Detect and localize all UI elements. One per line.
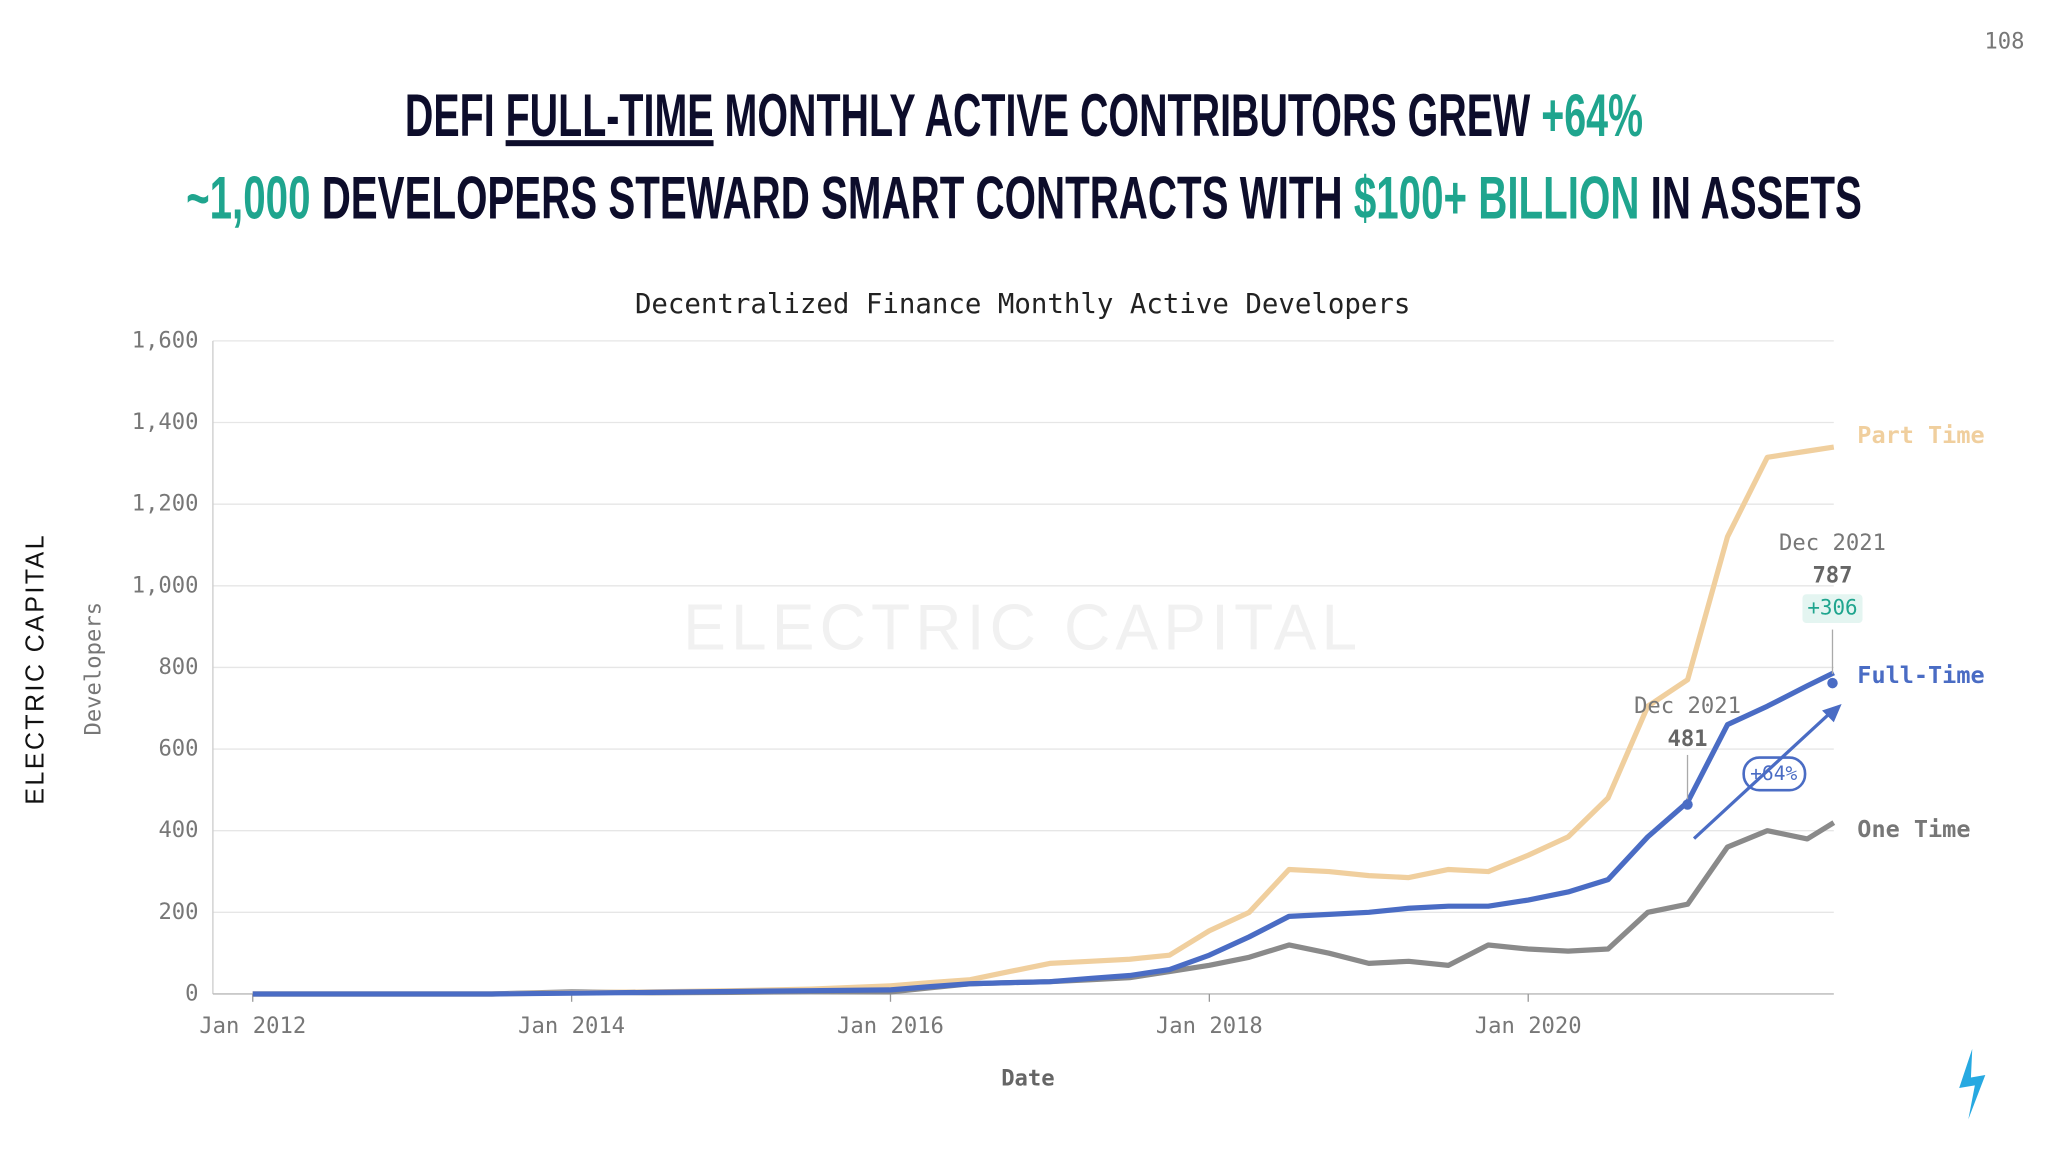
watermark: ELECTRIC CAPITAL <box>683 590 1362 663</box>
annotation: Dec 2021 <box>1634 693 1741 719</box>
growth-arrow <box>1692 713 1830 840</box>
headline-part: DEVELOPERS STEWARD SMART CONTRACTS WITH <box>311 164 1354 231</box>
growth-arrowhead <box>1822 704 1842 723</box>
headline-part: MONTHLY ACTIVE CONTRIBUTORS GREW <box>714 82 1542 149</box>
y-tick-label: 600 <box>158 736 198 762</box>
y-tick-label: 1,000 <box>132 572 199 598</box>
series-line <box>252 670 1835 997</box>
annotation-box <box>1802 594 1863 624</box>
series-label: One Time <box>1857 815 1970 843</box>
chart-title: Decentralized Finance Monthly Active Dev… <box>635 289 1411 320</box>
highlight-dot <box>1682 799 1693 810</box>
annotation-box <box>1742 756 1807 792</box>
page-number: 108 <box>1984 28 2024 54</box>
annotation: +64% <box>1750 762 1797 785</box>
y-tick-label: 1,400 <box>132 409 199 435</box>
highlight-dot <box>1827 677 1838 689</box>
y-tick-label: 1,600 <box>132 327 199 353</box>
headline-part: DEFI <box>405 82 506 149</box>
annotation: Dec 2021 <box>1779 530 1886 556</box>
y-axis-label: Developers <box>81 602 107 736</box>
y-tick-label: 200 <box>158 899 198 925</box>
headline-part: FULL-TIME <box>506 82 714 149</box>
headline-line2: ~1,000 DEVELOPERS STEWARD SMART CONTRACT… <box>186 164 1862 231</box>
logo-bolt <box>1959 1048 1986 1120</box>
annotation: 787 <box>1812 563 1852 589</box>
headline-part: $100+ BILLION <box>1354 164 1640 231</box>
annotation: 481 <box>1667 726 1707 752</box>
x-axis-label: Date <box>1001 1065 1054 1091</box>
y-tick-label: 0 <box>185 980 198 1006</box>
headline-part: +64% <box>1541 82 1643 149</box>
x-tick-label: Jan 2020 <box>1475 1013 1582 1039</box>
annotation: +306 <box>1807 596 1857 620</box>
headline-part: ~1,000 <box>186 164 310 231</box>
x-tick-label: Jan 2018 <box>1156 1013 1263 1039</box>
x-tick-label: Jan 2014 <box>518 1013 625 1039</box>
series-label: Full-Time <box>1857 661 1984 689</box>
y-tick-label: 1,200 <box>132 491 199 517</box>
headline-line1: DEFI FULL-TIME MONTHLY ACTIVE CONTRIBUTO… <box>405 82 1643 149</box>
headline-part: IN ASSETS <box>1639 164 1861 231</box>
brand: ELECTRIC CAPITAL <box>19 533 49 805</box>
series-label: Part Time <box>1857 421 1984 449</box>
x-tick-label: Jan 2012 <box>199 1013 306 1039</box>
x-tick-label: Jan 2016 <box>837 1013 944 1039</box>
annotations: Dec 2021 787 +306 Dec 2021 481 +64% <box>1634 530 1886 840</box>
y-tick-label: 800 <box>158 654 198 680</box>
y-tick-label: 400 <box>158 817 198 843</box>
plot: 0 200 400 600 800 1,000 1,200 1,400 1,600 Jan 201… <box>132 327 1985 1039</box>
